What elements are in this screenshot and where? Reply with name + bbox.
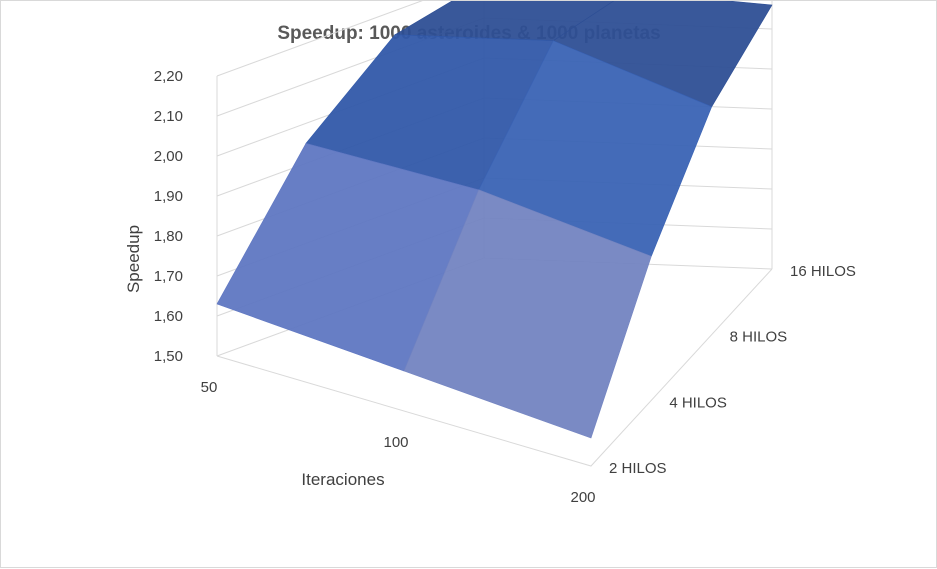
y-axis-label: Speedup xyxy=(124,225,143,293)
z-tick-label: 2,10 xyxy=(154,108,183,125)
z-tick-label: 1,50 xyxy=(154,348,183,365)
surface-plot xyxy=(217,1,772,438)
z-tick-label: 1,60 xyxy=(154,308,183,325)
z-tick-label: 1,80 xyxy=(154,228,183,245)
depth-tick-label: 2 HILOS xyxy=(609,460,667,477)
z-tick-label: 1,70 xyxy=(154,268,183,285)
z-tick-label: 1,90 xyxy=(154,188,183,205)
depth-axis-ticks: 2 HILOS 4 HILOS 8 HILOS 16 HILOS xyxy=(609,263,856,477)
depth-tick-label: 16 HILOS xyxy=(790,263,856,280)
depth-tick-label: 4 HILOS xyxy=(669,394,727,411)
z-axis-ticks: 1,50 1,60 1,70 1,80 1,90 2,00 2,10 2,20 xyxy=(154,68,183,365)
x-tick-label: 50 xyxy=(201,379,218,396)
z-tick-label: 2,20 xyxy=(154,68,183,85)
x-tick-label: 200 xyxy=(570,489,595,506)
z-tick-label: 2,00 xyxy=(154,148,183,165)
x-axis-label: Iteraciones xyxy=(301,470,384,489)
depth-tick-label: 8 HILOS xyxy=(730,329,788,346)
x-tick-label: 100 xyxy=(383,434,408,451)
